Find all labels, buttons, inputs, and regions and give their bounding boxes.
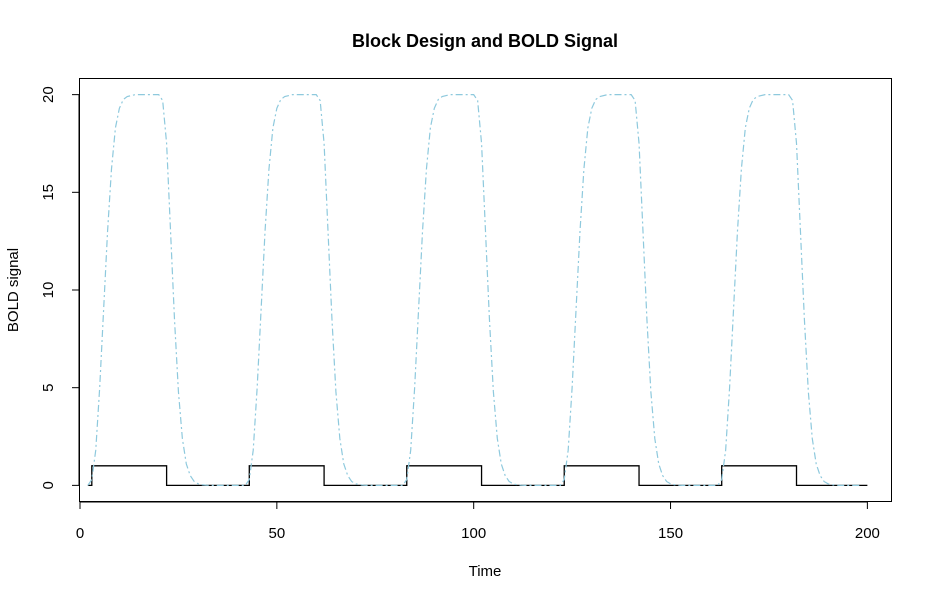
plot-frame <box>79 78 892 502</box>
y-tick-label: 5 <box>40 384 57 392</box>
y-tick-label: 0 <box>40 481 57 489</box>
y-axis: 0 5 10 15 20 <box>40 86 80 490</box>
x-tick-label: 150 <box>658 525 683 542</box>
x-axis: 0 50 100 150 200 <box>76 501 880 542</box>
x-tick-label: 100 <box>461 525 486 542</box>
y-axis-label: BOLD signal <box>5 248 22 332</box>
x-tick-label: 0 <box>76 525 84 542</box>
y-tick-label: 10 <box>40 282 57 299</box>
chart-title: Block Design and BOLD Signal <box>352 31 618 51</box>
x-tick-label: 200 <box>855 525 880 542</box>
series-layer <box>87 94 868 487</box>
x-axis-label: Time <box>469 563 502 580</box>
x-tick-label: 50 <box>269 525 286 542</box>
series-line-stimulus <box>87 465 868 487</box>
y-tick-label: 20 <box>40 86 57 103</box>
y-tick-label: 15 <box>40 184 57 201</box>
series-line-bold <box>87 94 860 486</box>
